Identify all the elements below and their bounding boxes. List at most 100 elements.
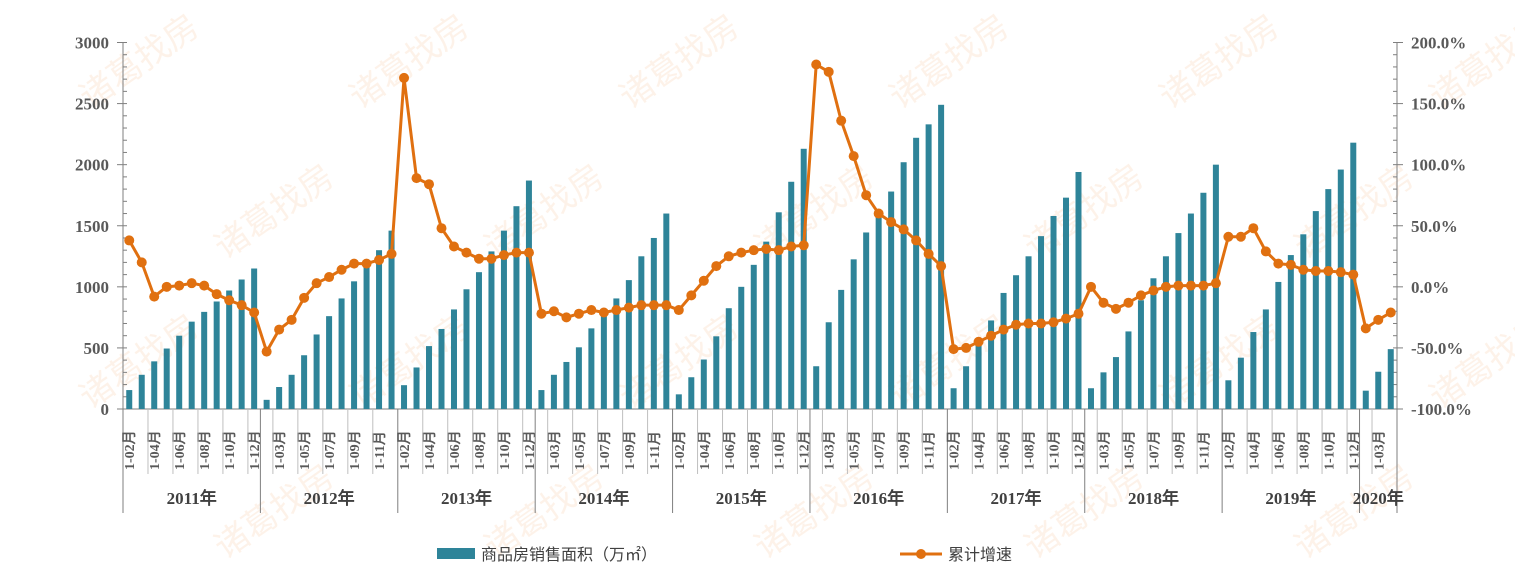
right-tick-label: 200.0%: [1411, 34, 1466, 53]
growth-point: [848, 151, 859, 162]
category-label: 1-09月: [347, 430, 363, 470]
growth-point: [1198, 280, 1209, 291]
growth-point: [686, 290, 697, 301]
category-label: 1-11月: [372, 431, 388, 470]
bar: [1100, 372, 1107, 409]
growth-point: [136, 257, 147, 268]
left-tick-label: 0: [101, 400, 110, 419]
growth-point: [448, 241, 459, 252]
bar: [738, 286, 745, 409]
bar: [276, 387, 283, 409]
bar: [888, 191, 895, 409]
growth-point: [286, 314, 297, 325]
growth-point: [573, 308, 584, 319]
growth-point: [486, 253, 497, 264]
bar: [401, 385, 408, 409]
growth-point: [761, 243, 772, 254]
left-tick-label: 2500: [75, 95, 109, 114]
growth-point: [648, 300, 659, 311]
year-label: 2013年: [441, 488, 492, 508]
category-label: 1-05月: [847, 430, 863, 470]
bar: [1375, 371, 1382, 409]
bar: [151, 361, 158, 409]
bar: [825, 322, 832, 409]
bar: [938, 104, 945, 410]
bar: [963, 366, 970, 409]
bar: [675, 394, 682, 409]
bar: [850, 259, 857, 409]
bar: [1237, 357, 1244, 409]
growth-point: [1310, 265, 1321, 276]
bar: [426, 346, 433, 409]
growth-point: [473, 253, 484, 264]
growth-point: [186, 278, 197, 289]
category-label: 1-05月: [572, 430, 588, 470]
growth-point: [586, 305, 597, 316]
watermark-text: 诸葛找房: [1152, 7, 1286, 118]
year-label: 2015年: [716, 488, 767, 508]
bar: [700, 359, 707, 409]
right-tick-label: -100.0%: [1411, 400, 1472, 419]
bar: [1337, 169, 1344, 409]
bar: [1137, 300, 1144, 409]
growth-point: [923, 248, 934, 259]
growth-point: [1098, 297, 1109, 308]
growth-point: [973, 336, 984, 347]
bar: [575, 347, 582, 409]
bar: [226, 290, 233, 409]
growth-point: [998, 324, 1009, 335]
growth-point: [823, 66, 834, 77]
bar: [1162, 256, 1169, 409]
bar: [725, 308, 732, 409]
growth-point: [149, 291, 160, 302]
category-label: 1-06月: [447, 430, 463, 470]
category-label: 1-07月: [872, 430, 888, 470]
category-label: 1-03月: [547, 430, 563, 470]
bar: [326, 316, 333, 409]
bar: [338, 298, 345, 409]
watermark-text: 诸葛找房: [882, 7, 1016, 118]
growth-point: [1011, 319, 1022, 330]
year-label: 2016年: [853, 488, 904, 508]
category-label: 1-10月: [1047, 430, 1063, 470]
bar: [1000, 292, 1007, 409]
growth-point: [936, 261, 947, 272]
growth-point: [174, 280, 185, 291]
growth-point: [1323, 265, 1334, 276]
bar: [450, 309, 457, 409]
category-label: 1-04月: [422, 430, 438, 470]
growth-point: [736, 247, 747, 258]
growth-point: [224, 295, 235, 306]
growth-point: [773, 245, 784, 256]
bar: [563, 361, 570, 409]
growth-point: [436, 223, 447, 234]
left-tick-label: 2000: [75, 156, 109, 175]
bar: [638, 256, 645, 409]
growth-point: [1148, 285, 1159, 296]
growth-point: [324, 272, 335, 283]
year-label: 2014年: [578, 488, 629, 508]
category-label: 1-11月: [647, 431, 663, 470]
bar: [775, 212, 782, 409]
growth-point: [1135, 290, 1146, 301]
year-label: 2012年: [304, 488, 355, 508]
category-label: 1-07月: [1146, 430, 1162, 470]
axes: 0 500 1000 1500 2000 2500 3000 -100.0% -50.0% 0.0…: [75, 34, 1472, 513]
bar: [288, 374, 295, 409]
growth-point: [1210, 278, 1221, 289]
growth-point: [623, 302, 634, 313]
bar: [1075, 171, 1082, 409]
growth-point: [1248, 223, 1259, 234]
bar: [488, 251, 495, 409]
category-label: 1-06月: [997, 430, 1013, 470]
growth-point: [611, 305, 622, 316]
growth-point: [1360, 323, 1371, 334]
bar: [201, 311, 208, 409]
year-label: 2019年: [1265, 488, 1316, 508]
bar: [1050, 215, 1057, 409]
growth-point: [349, 258, 360, 269]
bar: [650, 237, 657, 409]
category-label: 1-12月: [522, 430, 538, 470]
category-label: 1-05月: [297, 430, 313, 470]
